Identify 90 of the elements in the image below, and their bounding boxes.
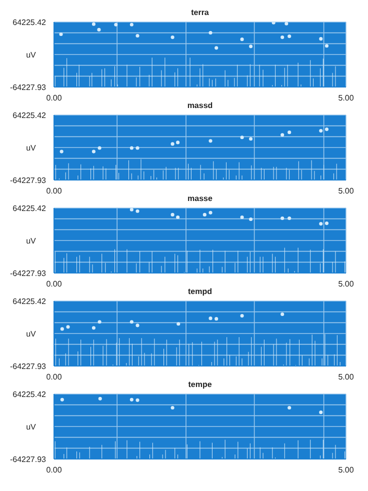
y-tick-label: 64225.42	[12, 204, 47, 213]
y-axis-title: uV	[26, 50, 37, 60]
y-tick-label: -64227.93	[10, 454, 47, 464]
point	[92, 326, 96, 330]
chart-title: massd	[186, 101, 214, 110]
point	[130, 22, 134, 26]
point	[92, 150, 96, 154]
point	[324, 44, 329, 48]
y-tick-label: 64225.42	[12, 110, 47, 120]
point	[130, 146, 134, 150]
point	[208, 30, 212, 35]
point	[208, 210, 212, 214]
point	[208, 139, 212, 143]
point	[214, 46, 218, 50]
point	[136, 146, 140, 150]
point	[240, 38, 244, 42]
point	[240, 314, 244, 318]
point	[114, 22, 118, 26]
point	[284, 22, 288, 26]
point	[214, 317, 218, 321]
point	[98, 396, 102, 400]
x-tick-label: 0.00	[46, 94, 62, 103]
y-axis-title: uV	[26, 329, 37, 338]
x-tick-label: 5.00	[338, 280, 354, 289]
point	[130, 320, 134, 324]
point	[319, 37, 323, 41]
y-tick-label: -64227.93	[10, 268, 47, 278]
point	[280, 133, 284, 137]
x-tick-label: 5.00	[338, 466, 354, 475]
point	[98, 146, 102, 150]
point	[176, 140, 180, 144]
point	[130, 398, 134, 402]
y-tick-label: 64225.42	[12, 390, 47, 399]
point	[288, 216, 292, 220]
y-axis-title: uV	[26, 236, 37, 246]
y-tick-label: -64227.93	[10, 176, 47, 185]
x-tick-label: 0.00	[46, 372, 62, 382]
point	[92, 22, 96, 26]
x-tick-label: 5.00	[338, 94, 354, 103]
chart-title: masse	[186, 194, 214, 203]
point	[324, 222, 329, 226]
point	[136, 324, 140, 328]
point	[136, 398, 140, 402]
chart-title: tempe	[187, 380, 213, 389]
point	[130, 208, 134, 212]
point	[136, 34, 140, 38]
chart-title: terra	[190, 8, 210, 17]
point	[170, 406, 174, 410]
point	[136, 209, 140, 213]
x-tick-label: 0.00	[46, 186, 62, 196]
point	[208, 316, 212, 320]
y-tick-label: -64227.93	[10, 82, 47, 92]
point	[319, 410, 323, 414]
point	[288, 130, 292, 134]
point	[249, 44, 253, 48]
x-tick-label: 5.00	[338, 186, 354, 196]
y-axis-title: uV	[26, 422, 37, 432]
point	[280, 36, 284, 40]
y-tick-label: 64225.42	[12, 296, 47, 306]
point	[280, 216, 284, 220]
point	[288, 34, 292, 38]
point	[319, 129, 323, 133]
point	[60, 398, 64, 402]
point	[249, 137, 253, 141]
point	[97, 28, 101, 32]
point	[176, 322, 180, 326]
point	[324, 128, 329, 132]
y-tick-label: 64225.42	[12, 18, 47, 27]
point	[288, 406, 292, 410]
point	[170, 212, 174, 216]
point	[280, 312, 284, 316]
y-axis-title: uV	[26, 143, 37, 152]
point	[170, 142, 174, 146]
point	[202, 212, 206, 216]
point	[66, 325, 70, 329]
point	[319, 222, 323, 226]
point	[240, 215, 244, 220]
point	[59, 32, 63, 36]
x-tick-label: 0.00	[46, 466, 62, 475]
point	[60, 327, 64, 331]
y-tick-label: -64227.93	[10, 362, 47, 371]
point	[60, 150, 64, 154]
point	[176, 215, 180, 220]
point	[98, 320, 102, 324]
x-tick-label: 0.00	[46, 280, 62, 289]
chart-title: tempd	[187, 287, 213, 296]
point	[240, 136, 244, 140]
point	[170, 36, 174, 40]
x-tick-label: 5.00	[338, 372, 354, 382]
point	[249, 217, 253, 222]
